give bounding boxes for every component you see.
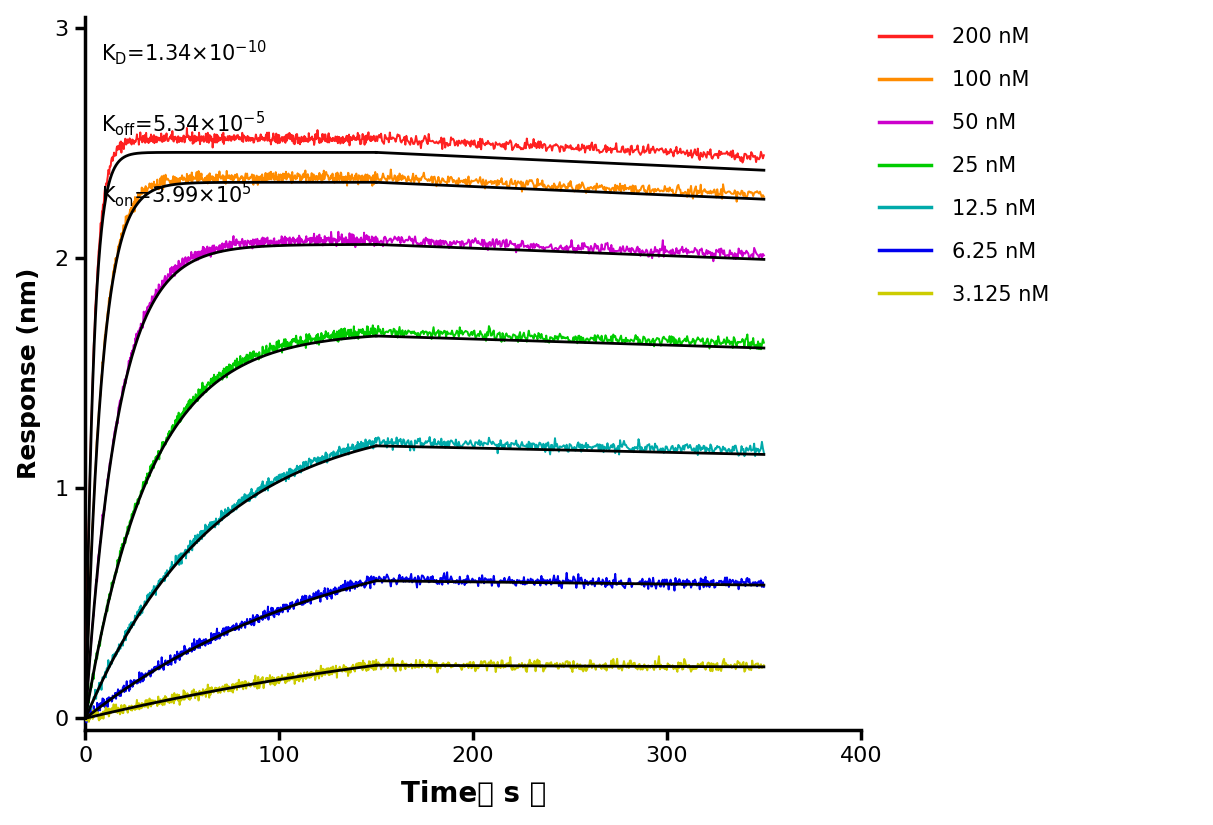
Text: K$_\mathregular{on}$=3.99×10$^{5}$: K$_\mathregular{on}$=3.99×10$^{5}$ bbox=[101, 181, 252, 210]
X-axis label: Time（ s ）: Time（ s ） bbox=[400, 780, 546, 808]
Legend: 200 nM, 100 nM, 50 nM, 25 nM, 12.5 nM, 6.25 nM, 3.125 nM: 200 nM, 100 nM, 50 nM, 25 nM, 12.5 nM, 6… bbox=[879, 27, 1049, 304]
Text: K$_\mathregular{off}$=5.34×10$^{-5}$: K$_\mathregular{off}$=5.34×10$^{-5}$ bbox=[101, 110, 266, 138]
Y-axis label: Response (nm): Response (nm) bbox=[17, 267, 41, 478]
Text: K$_\mathregular{D}$=1.34×10$^{-10}$: K$_\mathregular{D}$=1.34×10$^{-10}$ bbox=[101, 38, 267, 67]
